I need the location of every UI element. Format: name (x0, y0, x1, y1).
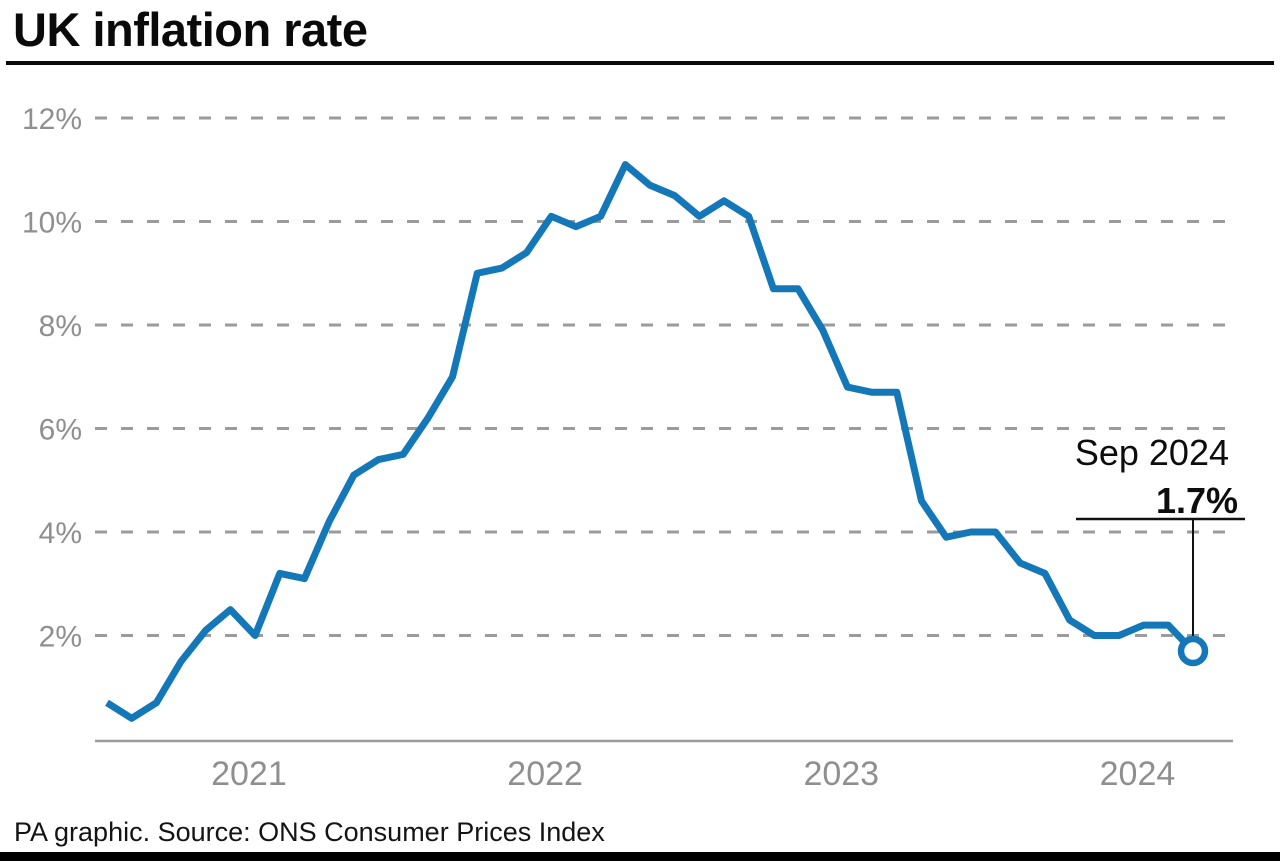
inflation-series-line (105, 161, 1196, 722)
y-tick-label: 8% (39, 310, 82, 343)
source-caption: PA graphic. Source: ONS Consumer Prices … (14, 817, 605, 847)
x-tick-label: 2024 (1100, 755, 1176, 793)
x-tick-label: 2021 (211, 755, 287, 793)
x-tick-label: 2023 (803, 755, 879, 793)
endpoint-marker (1177, 635, 1209, 667)
annotation-date-label: Sep 2024 (1075, 432, 1229, 473)
y-tick-label: 6% (39, 414, 82, 447)
x-tick-label: 2022 (507, 755, 583, 793)
y-tick-label: 4% (39, 517, 82, 550)
title-divider (6, 61, 1274, 65)
bottom-bar (0, 852, 1280, 861)
y-tick-label: 12% (22, 103, 82, 136)
y-tick-label: 2% (39, 621, 82, 654)
annotation-value-label: 1.7% (1156, 480, 1238, 521)
page-title: UK inflation rate (13, 3, 368, 56)
y-tick-label: 10% (22, 207, 82, 240)
